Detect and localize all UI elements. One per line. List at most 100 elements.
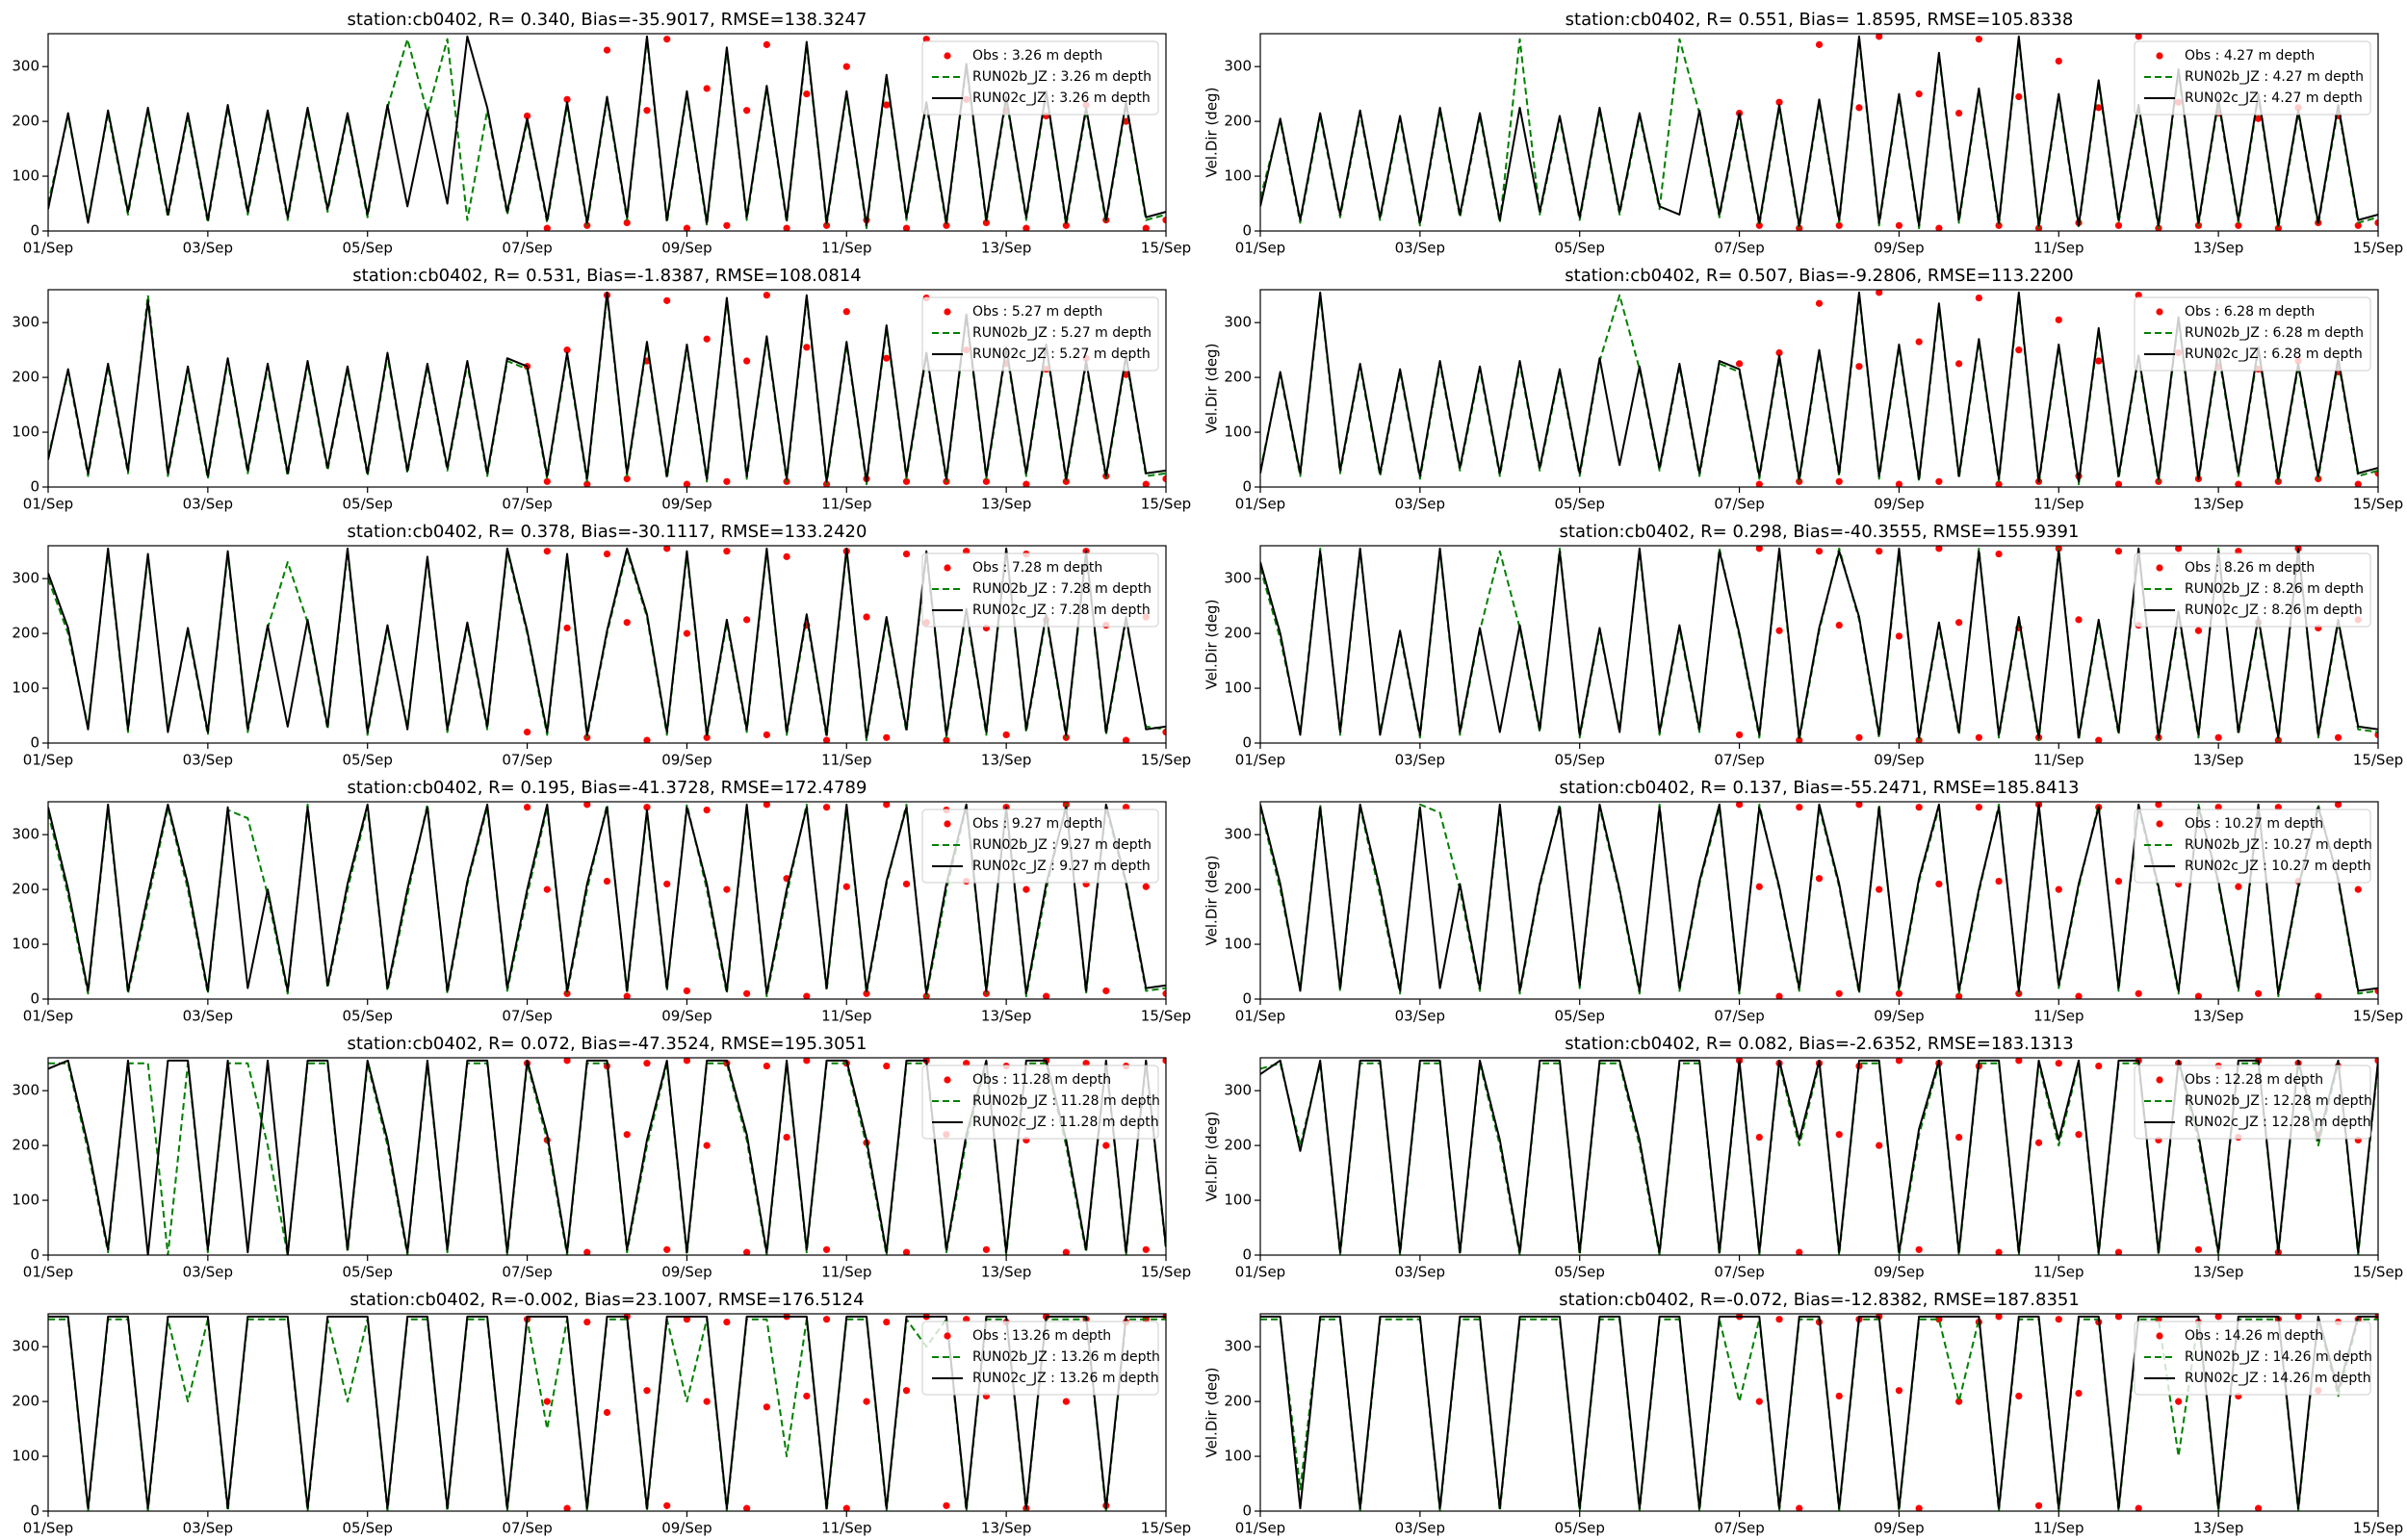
obs-point	[1955, 992, 1963, 999]
axes-frame	[47, 801, 1167, 1000]
obs-point	[1975, 804, 1982, 811]
obs-point	[822, 1316, 831, 1323]
subplot: station:cb0402, R= 0.137, Bias=-55.2471,…	[1204, 778, 2404, 1025]
obs-point	[683, 987, 691, 995]
obs-point	[743, 989, 751, 997]
x-tick-label: 07/Sep	[1714, 1520, 1764, 1537]
obs-point	[1102, 987, 1110, 995]
obs-point	[623, 619, 631, 627]
obs-point	[1062, 1398, 1070, 1405]
obs-point	[2114, 1314, 2123, 1321]
x-tick-label: 01/Sep	[1235, 1520, 1285, 1537]
obs-point	[723, 221, 731, 229]
obs-point	[963, 548, 971, 555]
legend-label: RUN02b_JZ : 11.28 m depth	[972, 1093, 1160, 1109]
y-tick-label: 0	[1242, 734, 1252, 752]
obs-point	[1835, 621, 1843, 629]
obs-point	[1876, 548, 1883, 555]
axes-frame	[1259, 545, 2379, 744]
obs-point	[1142, 224, 1150, 231]
subplot-title: station:cb0402, R= 0.072, Bias=-47.3524,…	[348, 1034, 867, 1054]
legend-label: RUN02b_JZ : 6.28 m depth	[2185, 325, 2364, 341]
obs-point	[803, 90, 811, 98]
obs-point	[2194, 1245, 2203, 1253]
obs-point	[683, 224, 691, 231]
obs-point	[1815, 875, 1824, 883]
x-tick-label: 03/Sep	[183, 752, 233, 769]
x-tick-label: 15/Sep	[2353, 496, 2403, 513]
x-tick-label: 01/Sep	[1235, 752, 1285, 769]
obs-point	[1876, 886, 1883, 893]
x-tick-label: 11/Sep	[2033, 1264, 2083, 1281]
x-tick-label: 05/Sep	[1555, 1264, 1605, 1281]
axes-frame	[1259, 289, 2379, 488]
x-tick-label: 05/Sep	[343, 752, 393, 769]
obs-point	[1895, 1058, 1903, 1065]
obs-point	[1082, 1060, 1090, 1067]
obs-point	[1162, 729, 1166, 736]
x-tick-label: 11/Sep	[821, 496, 871, 513]
obs-point	[1815, 40, 1824, 48]
legend-marker	[2156, 308, 2163, 316]
obs-point	[683, 480, 691, 487]
obs-point	[963, 1316, 971, 1323]
x-tick-label: 13/Sep	[2193, 1264, 2243, 1281]
x-tick-label: 05/Sep	[343, 496, 393, 513]
obs-point	[1935, 224, 1943, 231]
subplot-title: station:cb0402, R= 0.137, Bias=-55.2471,…	[1560, 778, 2080, 798]
subplot: station:cb0402, R= 0.082, Bias=-2.6352, …	[1204, 1034, 2404, 1281]
obs-point	[703, 1398, 711, 1405]
x-tick-label: 13/Sep	[981, 1008, 1031, 1025]
y-tick-label: 0	[30, 1246, 39, 1264]
legend-box	[2134, 296, 2371, 372]
x-tick-label: 11/Sep	[821, 1264, 871, 1281]
legend-marker	[944, 308, 951, 316]
obs-point	[663, 296, 671, 304]
obs-point	[1955, 1398, 1963, 1405]
legend-label: RUN02c_JZ : 8.26 m depth	[2185, 603, 2363, 618]
x-tick-label: 09/Sep	[1874, 1008, 1924, 1025]
obs-point	[1835, 1131, 1843, 1139]
legend-label: Obs : 12.28 m depth	[2185, 1072, 2323, 1088]
obs-point	[2015, 1058, 2023, 1065]
obs-point	[763, 40, 770, 48]
legend-label: RUN02c_JZ : 14.26 m depth	[2185, 1371, 2371, 1386]
obs-point	[1835, 989, 1843, 997]
obs-point	[1855, 733, 1863, 741]
obs-point	[2095, 1062, 2103, 1070]
plot-area	[48, 802, 1166, 999]
y-tick-label: 300	[1224, 58, 1252, 75]
obs-point	[1755, 221, 1763, 229]
subplot-title: station:cb0402, R= 0.298, Bias=-40.3555,…	[1560, 522, 2080, 542]
obs-point	[583, 480, 591, 487]
obs-point	[2055, 316, 2062, 323]
x-tick-label: 07/Sep	[1714, 240, 1764, 257]
legend-label: Obs : 4.27 m depth	[2185, 48, 2315, 64]
obs-point	[603, 877, 611, 886]
subplot: station:cb0402, R= 0.195, Bias=-41.3728,…	[12, 778, 1191, 1025]
obs-point	[1835, 221, 1843, 229]
x-tick-label: 11/Sep	[2033, 1520, 2083, 1537]
legend-label: Obs : 9.27 m depth	[972, 816, 1102, 832]
x-tick-label: 03/Sep	[1395, 1520, 1445, 1537]
legend-label: RUN02c_JZ : 3.26 m depth	[972, 90, 1151, 106]
axes-frame	[47, 1313, 1167, 1512]
obs-point	[803, 1058, 811, 1065]
x-tick-label: 09/Sep	[661, 496, 712, 513]
obs-point	[2354, 886, 2362, 893]
obs-point	[1975, 733, 1982, 741]
obs-point	[2374, 731, 2378, 739]
obs-point	[1995, 480, 2003, 487]
subplot-title: station:cb0402, R=-0.072, Bias=-12.8382,…	[1559, 1290, 2080, 1310]
obs-point	[1142, 883, 1150, 890]
y-tick-label: 200	[1224, 113, 1252, 130]
obs-point	[703, 806, 711, 814]
x-tick-label: 01/Sep	[1235, 1264, 1285, 1281]
obs-point	[2055, 57, 2062, 65]
obs-point	[2095, 104, 2103, 112]
legend-box	[2134, 40, 2371, 116]
obs-point	[1142, 480, 1150, 487]
model-line	[48, 803, 1166, 995]
obs-point	[763, 731, 770, 739]
